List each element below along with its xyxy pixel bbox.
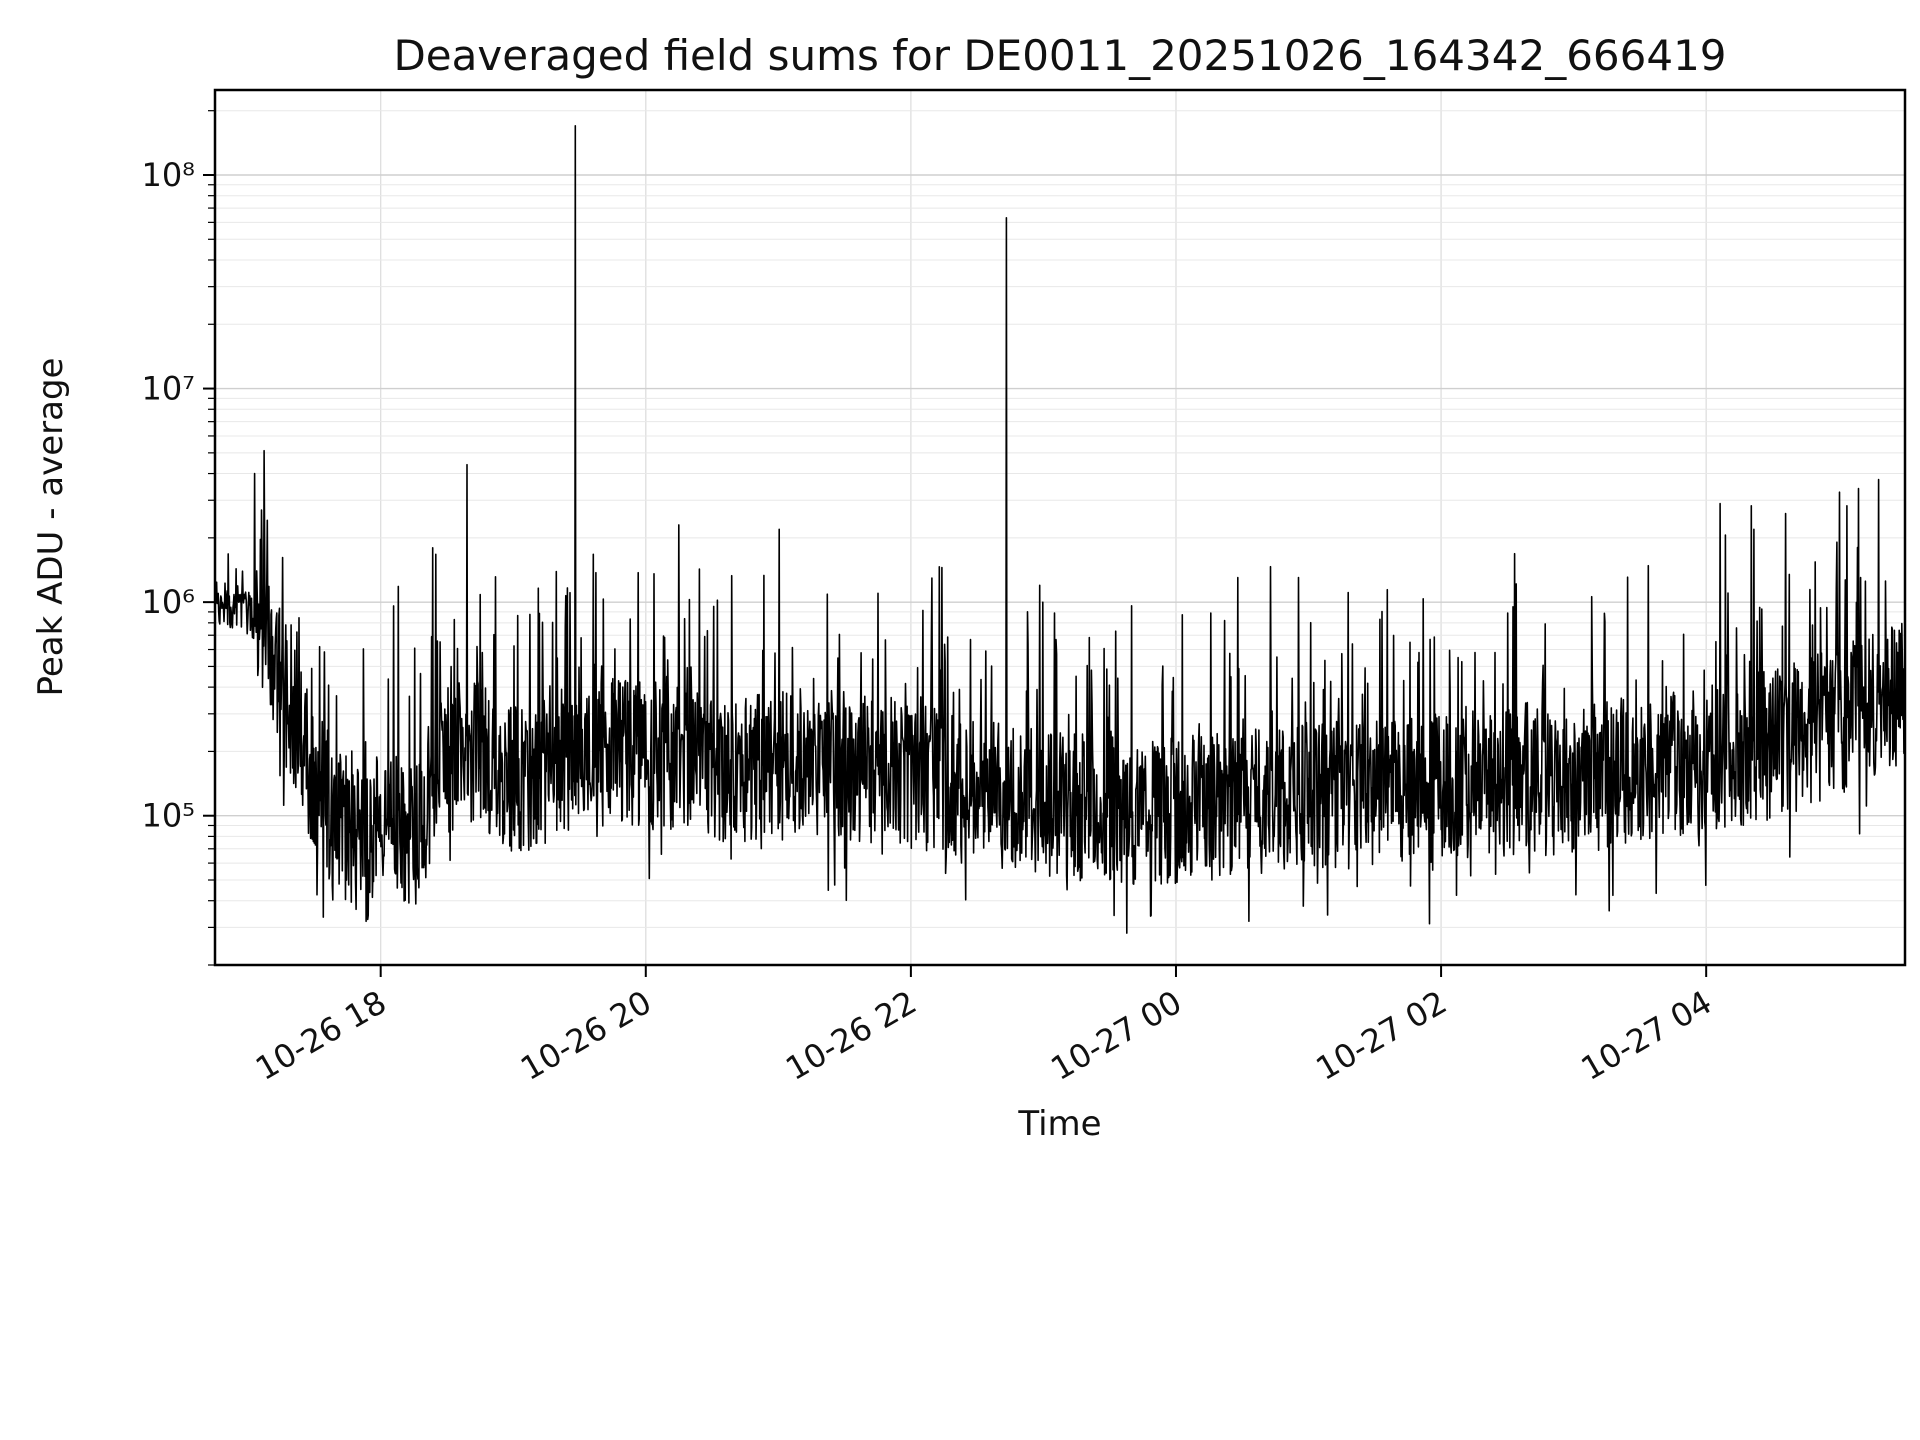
y-tick-label: 10⁵ bbox=[141, 797, 195, 835]
y-tick-label: 10⁸ bbox=[141, 156, 195, 194]
data-series bbox=[215, 125, 1905, 934]
x-tick-label: 10-26 18 bbox=[249, 983, 393, 1088]
y-axis-label: Peak ADU - average bbox=[31, 358, 71, 697]
x-tick-label: 10-26 20 bbox=[514, 983, 658, 1088]
y-tick-label: 10⁷ bbox=[141, 370, 195, 408]
axis-tick-labels: 10-26 18 10-26 20 10-26 22 10-27 00 10-27 02… bbox=[141, 156, 1718, 1088]
x-axis-label: Time bbox=[1017, 1104, 1101, 1144]
x-tick-label: 10-27 02 bbox=[1309, 983, 1453, 1088]
plot-border bbox=[213, 88, 1907, 967]
chart-title: Deaveraged field sums for DE0011_2025102… bbox=[393, 31, 1726, 80]
x-tick-label: 10-26 22 bbox=[779, 983, 923, 1088]
axis-ticks bbox=[203, 110, 1708, 977]
y-tick-label: 10⁶ bbox=[141, 583, 195, 621]
series-line bbox=[215, 125, 1905, 934]
x-tick-label: 10-27 04 bbox=[1575, 983, 1719, 1088]
x-tick-label: 10-27 00 bbox=[1044, 983, 1188, 1088]
